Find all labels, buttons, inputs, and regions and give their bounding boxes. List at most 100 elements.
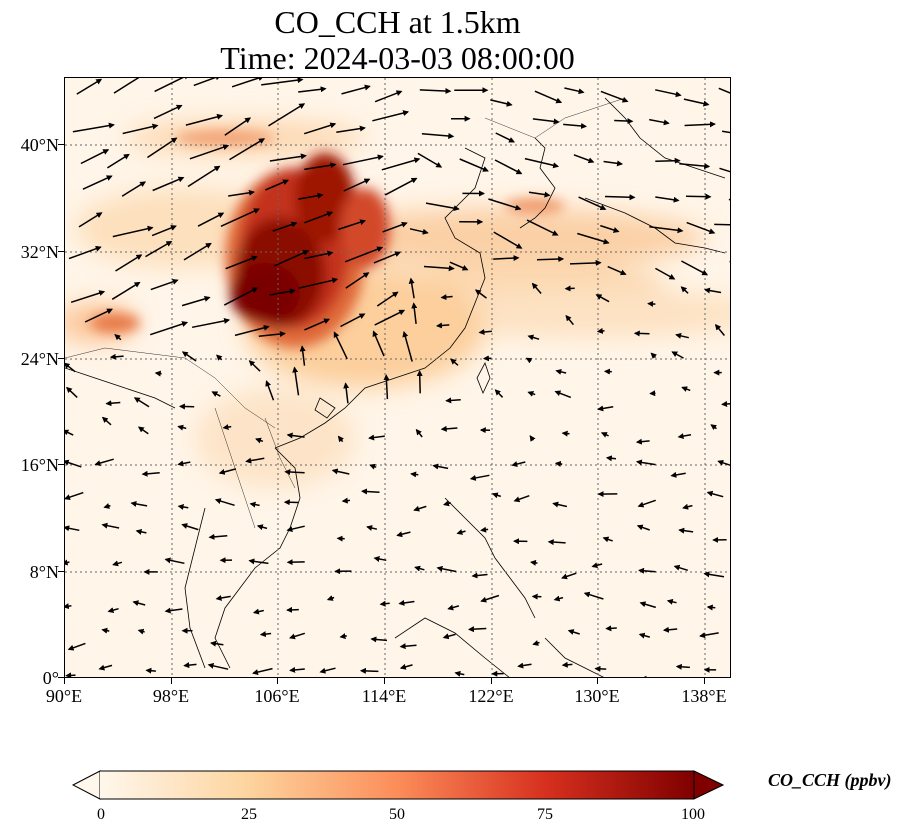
- wind-arrow: [177, 424, 187, 431]
- wind-arrow: [569, 259, 602, 266]
- wind-arrow: [286, 606, 299, 613]
- wind-arrow: [252, 608, 264, 615]
- wind-arrow: [152, 176, 185, 192]
- wind-arrow: [68, 245, 102, 260]
- wind-arrow: [604, 194, 636, 201]
- country-borders: [65, 97, 626, 529]
- wind-arrow: [65, 429, 74, 436]
- tickmark: [491, 678, 492, 684]
- wind-arrow: [265, 380, 275, 401]
- wind-arrow: [65, 491, 84, 501]
- wind-arrow: [555, 368, 567, 375]
- wind-arrow: [603, 160, 623, 167]
- wind-arrow: [111, 281, 141, 300]
- wind-arrow: [635, 438, 650, 445]
- wind-arrow: [488, 198, 522, 211]
- lon-label-130e: 130°E: [574, 686, 620, 706]
- wind-arrow: [681, 260, 709, 276]
- wind-arrow: [527, 391, 536, 397]
- wind-arrow: [132, 600, 146, 607]
- wind-arrow: [154, 78, 190, 93]
- wind-arrow: [554, 460, 563, 467]
- wind-arrow: [563, 122, 587, 129]
- wind-arrow: [410, 471, 419, 478]
- wind-arrow: [248, 558, 269, 565]
- wind-arrow: [372, 110, 410, 122]
- lon-label-122e: 122°E: [468, 686, 514, 706]
- wind-arrow: [474, 289, 487, 299]
- wind-arrow: [414, 565, 425, 572]
- wind-arrow: [680, 286, 689, 294]
- wind-arrow: [526, 219, 559, 236]
- wind-arrow: [215, 595, 231, 601]
- map-canvas: [65, 78, 730, 677]
- wind-arrow: [417, 152, 443, 168]
- wind-arrow: [597, 405, 614, 412]
- wind-arrow: [191, 317, 231, 329]
- wind-arrow: [471, 572, 488, 579]
- wind-arrow: [678, 527, 694, 534]
- wind-arrow: [671, 351, 684, 359]
- wind-arrow: [679, 163, 711, 170]
- wind-arrow: [304, 162, 337, 171]
- wind-arrow: [374, 309, 406, 326]
- map-panel: [64, 77, 731, 678]
- wind-arrow: [636, 524, 650, 531]
- wind-arrow: [289, 632, 306, 640]
- wind-arrow: [449, 261, 469, 271]
- wind-arrow: [343, 178, 371, 192]
- wind-arrow: [207, 662, 229, 670]
- wind-arrow: [130, 501, 148, 507]
- wind-arrow: [224, 117, 251, 136]
- tickmark: [597, 678, 598, 684]
- wind-arrow: [469, 474, 490, 481]
- lat-label-0: 0°: [42, 668, 59, 688]
- lat-label-40n: 40°N: [20, 135, 59, 155]
- wind-arrow: [259, 631, 272, 638]
- wind-arrow: [480, 594, 500, 603]
- wind-arrow: [600, 224, 620, 233]
- wind-arrow: [286, 525, 305, 533]
- wind-arrow: [181, 351, 197, 362]
- wind-arrow: [721, 130, 730, 134]
- wind-arrow: [269, 288, 296, 296]
- wind-arrow: [145, 240, 173, 258]
- tickmark: [58, 464, 64, 465]
- wind-arrow: [638, 567, 656, 574]
- wind-arrow: [135, 528, 147, 535]
- tickmark: [277, 678, 278, 684]
- wind-arrow: [561, 430, 570, 437]
- wind-arrow: [249, 501, 260, 508]
- wind-arrow: [344, 246, 384, 263]
- wind-arrow: [261, 78, 304, 86]
- wind-arrow: [210, 640, 224, 647]
- wind-arrow: [231, 78, 265, 88]
- wind-arrow: [164, 557, 185, 565]
- tickmark: [171, 678, 172, 684]
- wind-arrow: [564, 87, 585, 95]
- wind-arrow: [565, 314, 574, 326]
- tickmark: [58, 358, 64, 359]
- wind-arrow: [528, 191, 551, 198]
- wind-arrow: [187, 165, 221, 188]
- wind-arrow: [304, 318, 331, 331]
- wind-arrow: [382, 221, 408, 233]
- wind-arrow: [649, 225, 684, 234]
- wind-arrow: [717, 459, 730, 466]
- wind-arrow: [101, 627, 110, 634]
- wind-arrow: [478, 329, 492, 335]
- wind-arrow: [675, 663, 690, 670]
- wind-arrow: [216, 354, 223, 361]
- wind-arrow: [425, 202, 460, 212]
- wind-arrow: [670, 471, 686, 478]
- wind-arrow: [553, 595, 564, 602]
- colorbar-tick-100: 100: [681, 806, 705, 823]
- wind-arrow: [234, 324, 270, 337]
- gridlines: [65, 78, 730, 677]
- wind-arrow: [183, 242, 212, 261]
- wind-arrow: [495, 132, 515, 143]
- wind-arrow: [228, 189, 255, 197]
- wind-arrow: [154, 370, 162, 377]
- wind-arrow: [181, 523, 199, 531]
- wind-arrow: [454, 670, 465, 677]
